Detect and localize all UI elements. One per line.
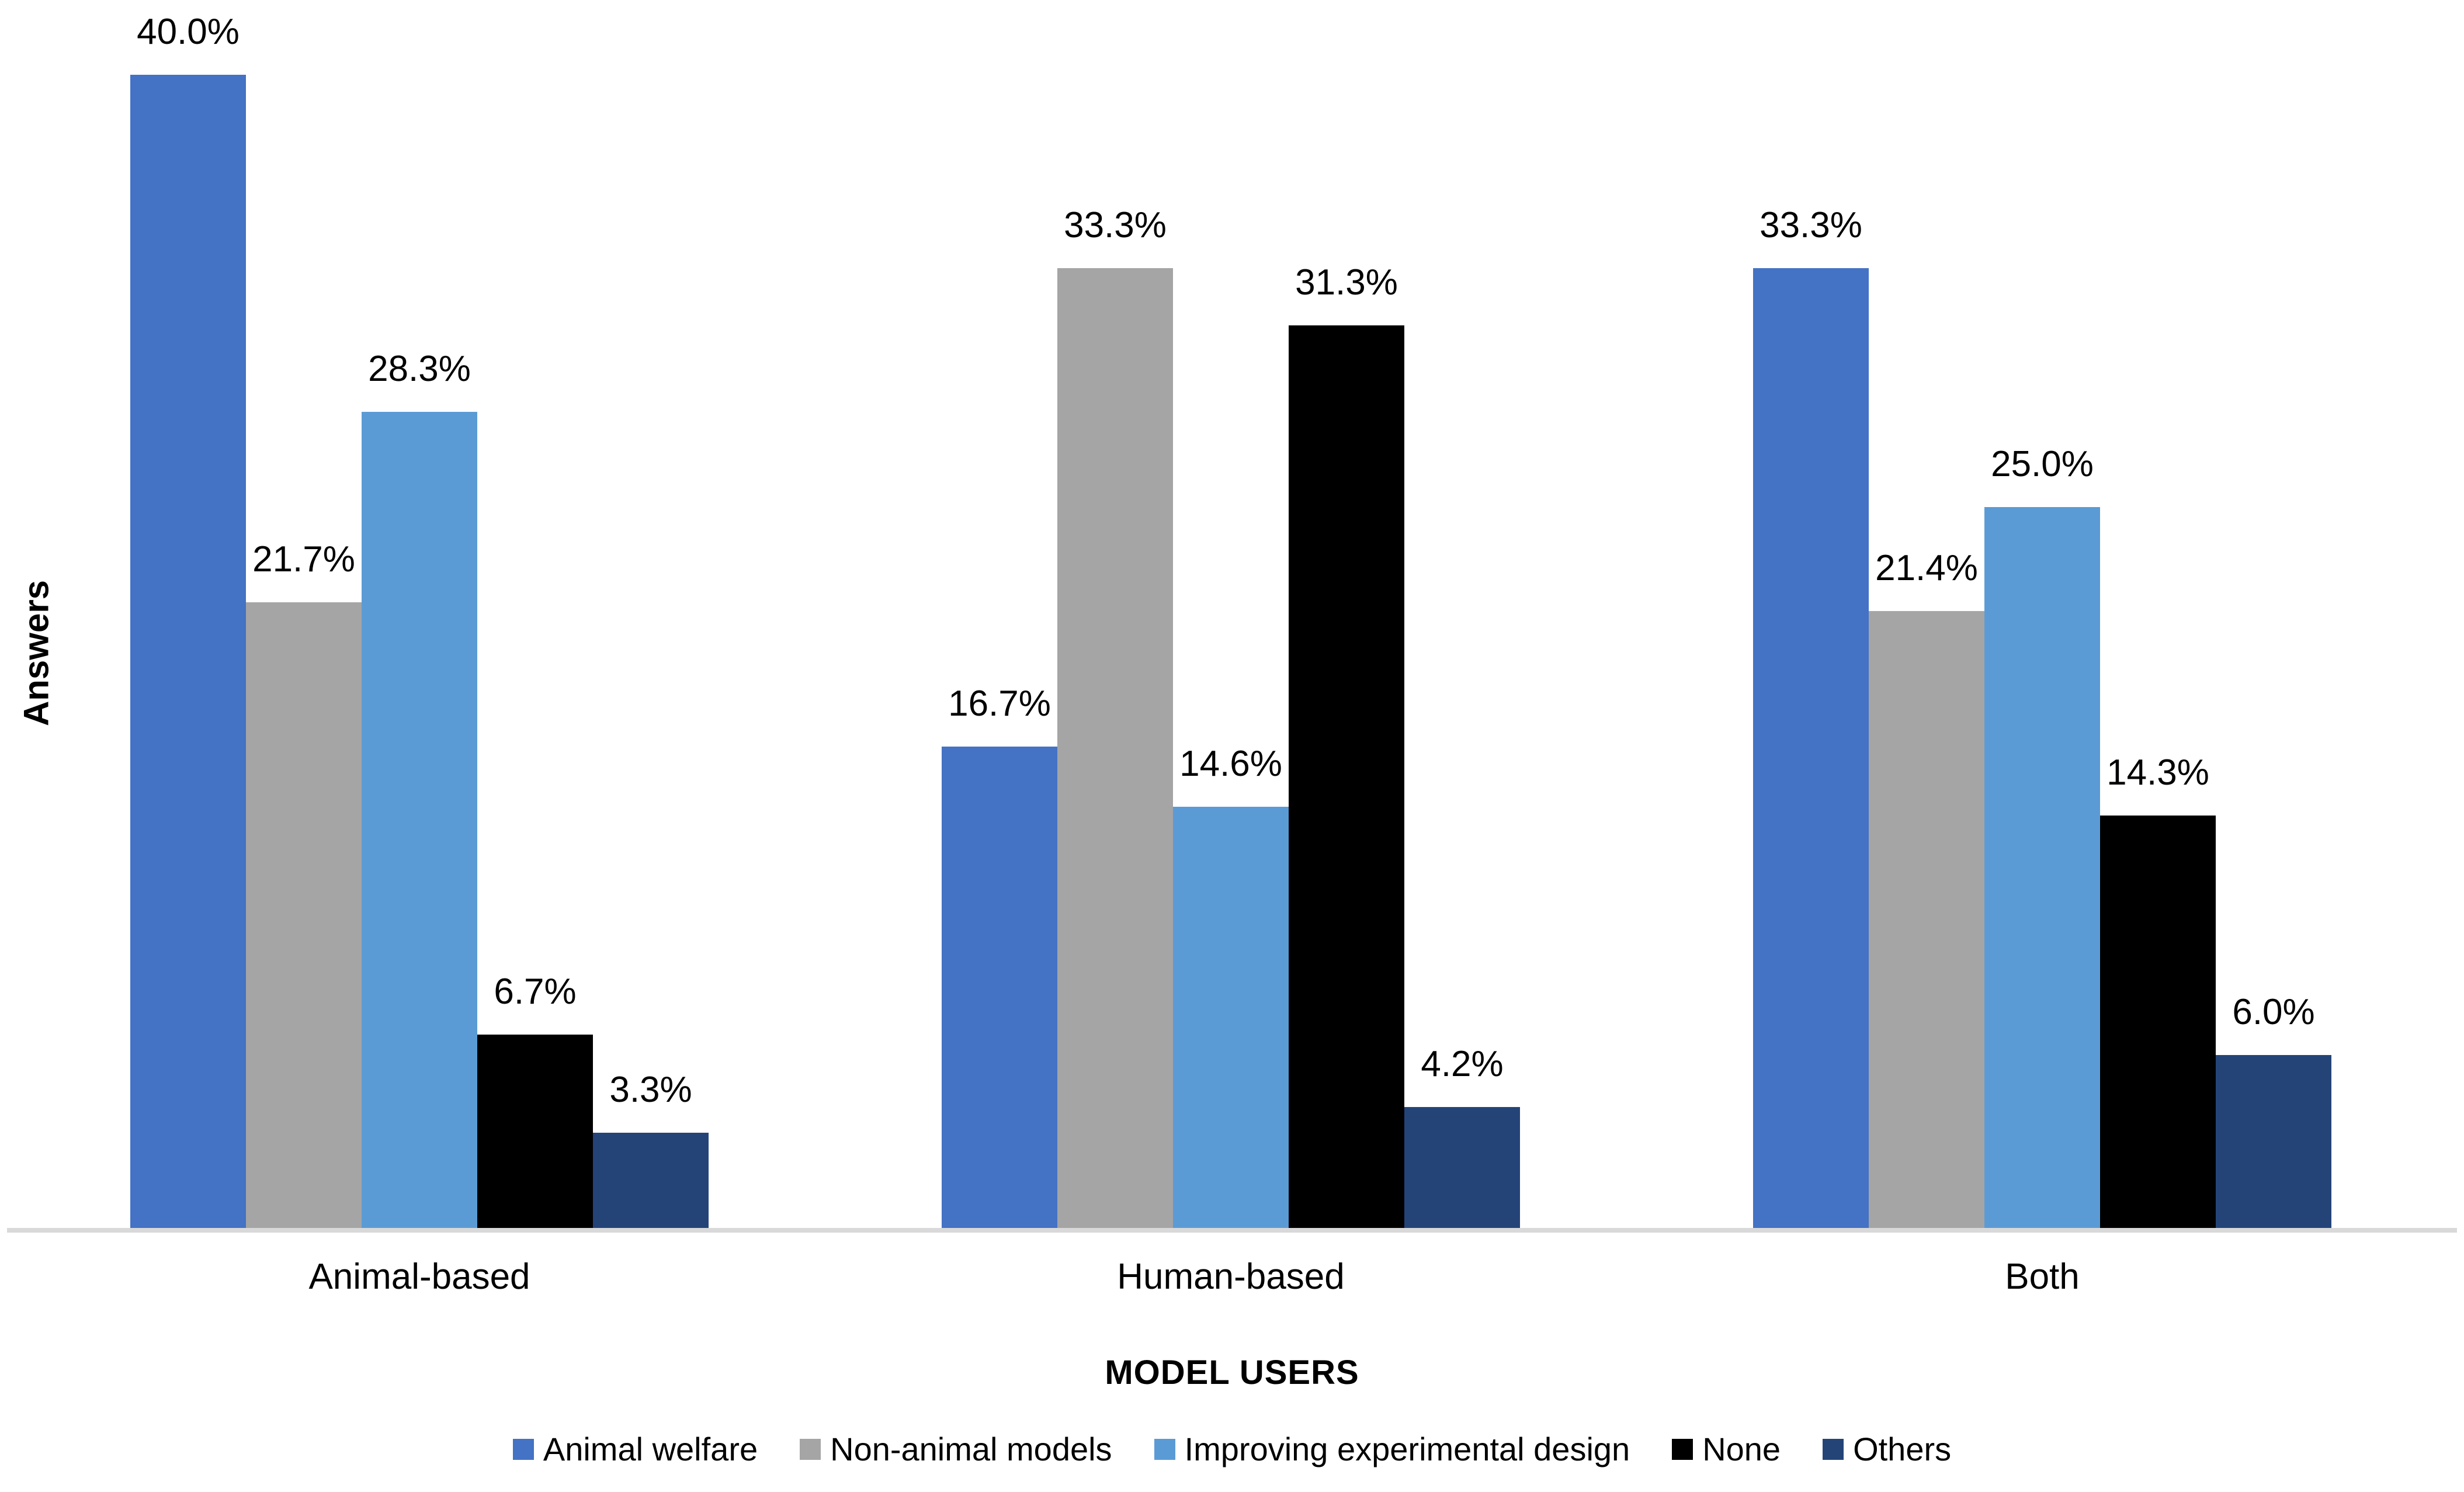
- legend-label: None: [1702, 1431, 1781, 1467]
- bar-value-label: 16.7%: [948, 683, 1051, 724]
- bar-group-both: 33.3% 21.4% 25.0% 14.3% 6.0%: [1753, 30, 2331, 1228]
- bar-group-animal-based: 40.0% 21.7% 28.3% 6.7% 3.3%: [130, 12, 709, 1228]
- bar: 14.6%: [1173, 744, 1289, 1228]
- legend-item-improving-experimental-design: Improving experimental design: [1154, 1430, 1630, 1468]
- bar-value-label: 4.2%: [1421, 1044, 1504, 1084]
- legend-item-animal-welfare: Animal welfare: [512, 1430, 758, 1468]
- legend: Animal welfare Non-animal models Improving…: [0, 1430, 2464, 1468]
- category-label: Both: [2005, 1257, 2080, 1297]
- legend-item-non-animal-models: Non-animal models: [800, 1430, 1112, 1468]
- bar-value-label: 14.6%: [1179, 744, 1282, 784]
- bar-value-label: 21.7%: [252, 539, 355, 580]
- bar: 4.2%: [1404, 1044, 1520, 1228]
- bar-value-label: 3.3%: [609, 1070, 692, 1110]
- bar-value-label: 25.0%: [1991, 444, 2094, 484]
- legend-swatch-icon: [1823, 1438, 1844, 1460]
- y-axis-title: Answers: [16, 580, 56, 727]
- bar-value-label: 28.3%: [368, 349, 471, 389]
- bar-value-label: 31.3%: [1295, 262, 1398, 303]
- legend-item-others: Others: [1823, 1430, 1951, 1468]
- bar: 28.3%: [362, 349, 477, 1228]
- bar-group-human-based: 16.7% 33.3% 14.6% 31.3% 4.2%: [942, 30, 1520, 1228]
- bar-value-label: 6.7%: [494, 971, 577, 1012]
- legend-label: Animal welfare: [543, 1431, 758, 1467]
- bar: 40.0%: [130, 12, 246, 1228]
- bar: 21.4%: [1869, 548, 1984, 1228]
- bar-value-label: 40.0%: [137, 12, 240, 52]
- bar-value-label: 33.3%: [1064, 205, 1167, 245]
- bar-value-label: 33.3%: [1759, 205, 1862, 245]
- bar: 33.3%: [1753, 205, 1869, 1228]
- bar: 31.3%: [1289, 262, 1404, 1228]
- legend-label: Others: [1853, 1431, 1952, 1467]
- legend-item-none: None: [1672, 1430, 1781, 1468]
- legend-swatch-icon: [512, 1438, 534, 1460]
- legend-swatch-icon: [1154, 1438, 1175, 1460]
- bar: 14.3%: [2100, 752, 2216, 1228]
- x-axis-line: [7, 1228, 2457, 1233]
- category-label: Human-based: [1117, 1257, 1345, 1297]
- bar: 25.0%: [1984, 444, 2100, 1228]
- category-label: Animal-based: [308, 1257, 530, 1297]
- bar: 16.7%: [942, 683, 1057, 1228]
- bar: 21.7%: [246, 539, 362, 1228]
- legend-label: Improving experimental design: [1184, 1431, 1630, 1467]
- legend-swatch-icon: [1672, 1438, 1693, 1460]
- bar-value-label: 6.0%: [2232, 992, 2315, 1032]
- bar-value-label: 21.4%: [1875, 548, 1978, 588]
- category-axis: Animal-based Human-based Both: [130, 1256, 2331, 1297]
- legend-swatch-icon: [800, 1438, 821, 1460]
- bar: 33.3%: [1057, 205, 1173, 1228]
- bar: 6.0%: [2216, 992, 2331, 1228]
- bar-value-label: 14.3%: [2106, 752, 2209, 793]
- plot-area: 40.0% 21.7% 28.3% 6.7% 3.3% 16.7% 33.3% 14.6% 31…: [130, 12, 2331, 1228]
- x-axis-title: MODEL USERS: [1105, 1354, 1359, 1392]
- legend-label: Non-animal models: [830, 1431, 1112, 1467]
- bar: 6.7%: [477, 971, 593, 1228]
- bar: 3.3%: [593, 1070, 709, 1228]
